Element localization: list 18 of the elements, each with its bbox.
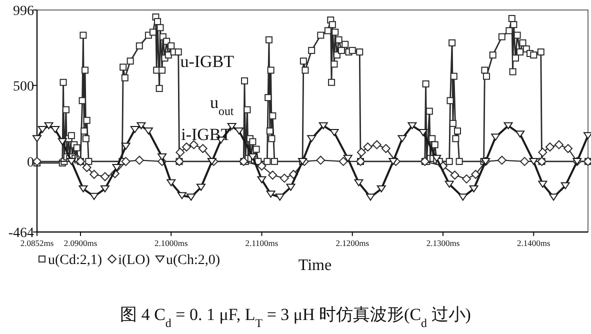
annotation: u-IGBT (180, 52, 235, 72)
legend-label: u(Cd:2,1) (48, 253, 102, 268)
legend-label: i(LO) (118, 253, 150, 268)
legend-label: u(Ch:2,0) (166, 253, 220, 268)
x-axis-title: Time (298, 257, 332, 274)
y-tick-label: 996 (13, 4, 34, 19)
x-tick-label: 2.0852ms (20, 238, 54, 248)
x-tick-label: 2.1300ms (426, 238, 460, 248)
x-tick-label: 2.1200ms (336, 238, 370, 248)
annotation: u$_{out}$ (210, 93, 234, 118)
x-tick-label: 2.1000ms (154, 238, 188, 248)
y-tick-label: 500 (13, 79, 34, 94)
y-tick-label: -464 (8, 226, 34, 241)
caption: 图 4 C$_{d}$ = 0. 1 μF, L$_{T}$ = 3 μH 时仿真波形(C$_{d}$ 过小) (120, 305, 471, 330)
x-tick-label: 2.0900ms (64, 238, 98, 248)
x-tick-label: 2.1400ms (516, 238, 550, 248)
y-tick-label: 0 (27, 155, 34, 170)
x-tick-label: 2.1100ms (245, 238, 278, 248)
